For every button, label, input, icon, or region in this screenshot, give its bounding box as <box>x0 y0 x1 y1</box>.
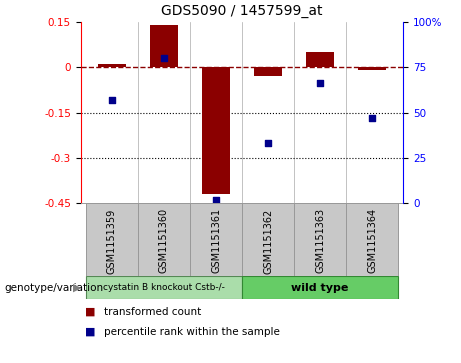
Bar <box>254 67 282 76</box>
Text: transformed count: transformed count <box>104 307 201 317</box>
Bar <box>358 67 386 70</box>
Point <box>160 55 168 61</box>
Bar <box>190 203 242 276</box>
Bar <box>306 52 334 67</box>
Text: GSM1151359: GSM1151359 <box>107 208 117 274</box>
Text: GSM1151362: GSM1151362 <box>263 208 273 274</box>
Bar <box>86 203 138 276</box>
Point <box>213 197 220 203</box>
Text: GSM1151364: GSM1151364 <box>367 208 377 273</box>
Point <box>108 97 116 103</box>
Point <box>316 81 324 86</box>
Text: wild type: wild type <box>291 283 349 293</box>
Text: percentile rank within the sample: percentile rank within the sample <box>104 327 280 337</box>
Bar <box>294 203 346 276</box>
Text: cystatin B knockout Cstb-/-: cystatin B knockout Cstb-/- <box>103 283 225 292</box>
Point <box>368 115 376 121</box>
Text: ■: ■ <box>85 307 96 317</box>
Bar <box>202 67 230 194</box>
Bar <box>242 276 398 299</box>
Bar <box>242 203 294 276</box>
Bar <box>98 64 126 67</box>
Text: ■: ■ <box>85 327 96 337</box>
Text: ▶: ▶ <box>73 283 81 293</box>
Bar <box>138 203 190 276</box>
Title: GDS5090 / 1457599_at: GDS5090 / 1457599_at <box>161 4 323 18</box>
Text: GSM1151363: GSM1151363 <box>315 208 325 273</box>
Point <box>264 140 272 146</box>
Bar <box>150 25 178 67</box>
Bar <box>346 203 398 276</box>
Text: GSM1151360: GSM1151360 <box>159 208 169 273</box>
Bar <box>86 276 242 299</box>
Text: GSM1151361: GSM1151361 <box>211 208 221 273</box>
Text: genotype/variation: genotype/variation <box>5 283 104 293</box>
